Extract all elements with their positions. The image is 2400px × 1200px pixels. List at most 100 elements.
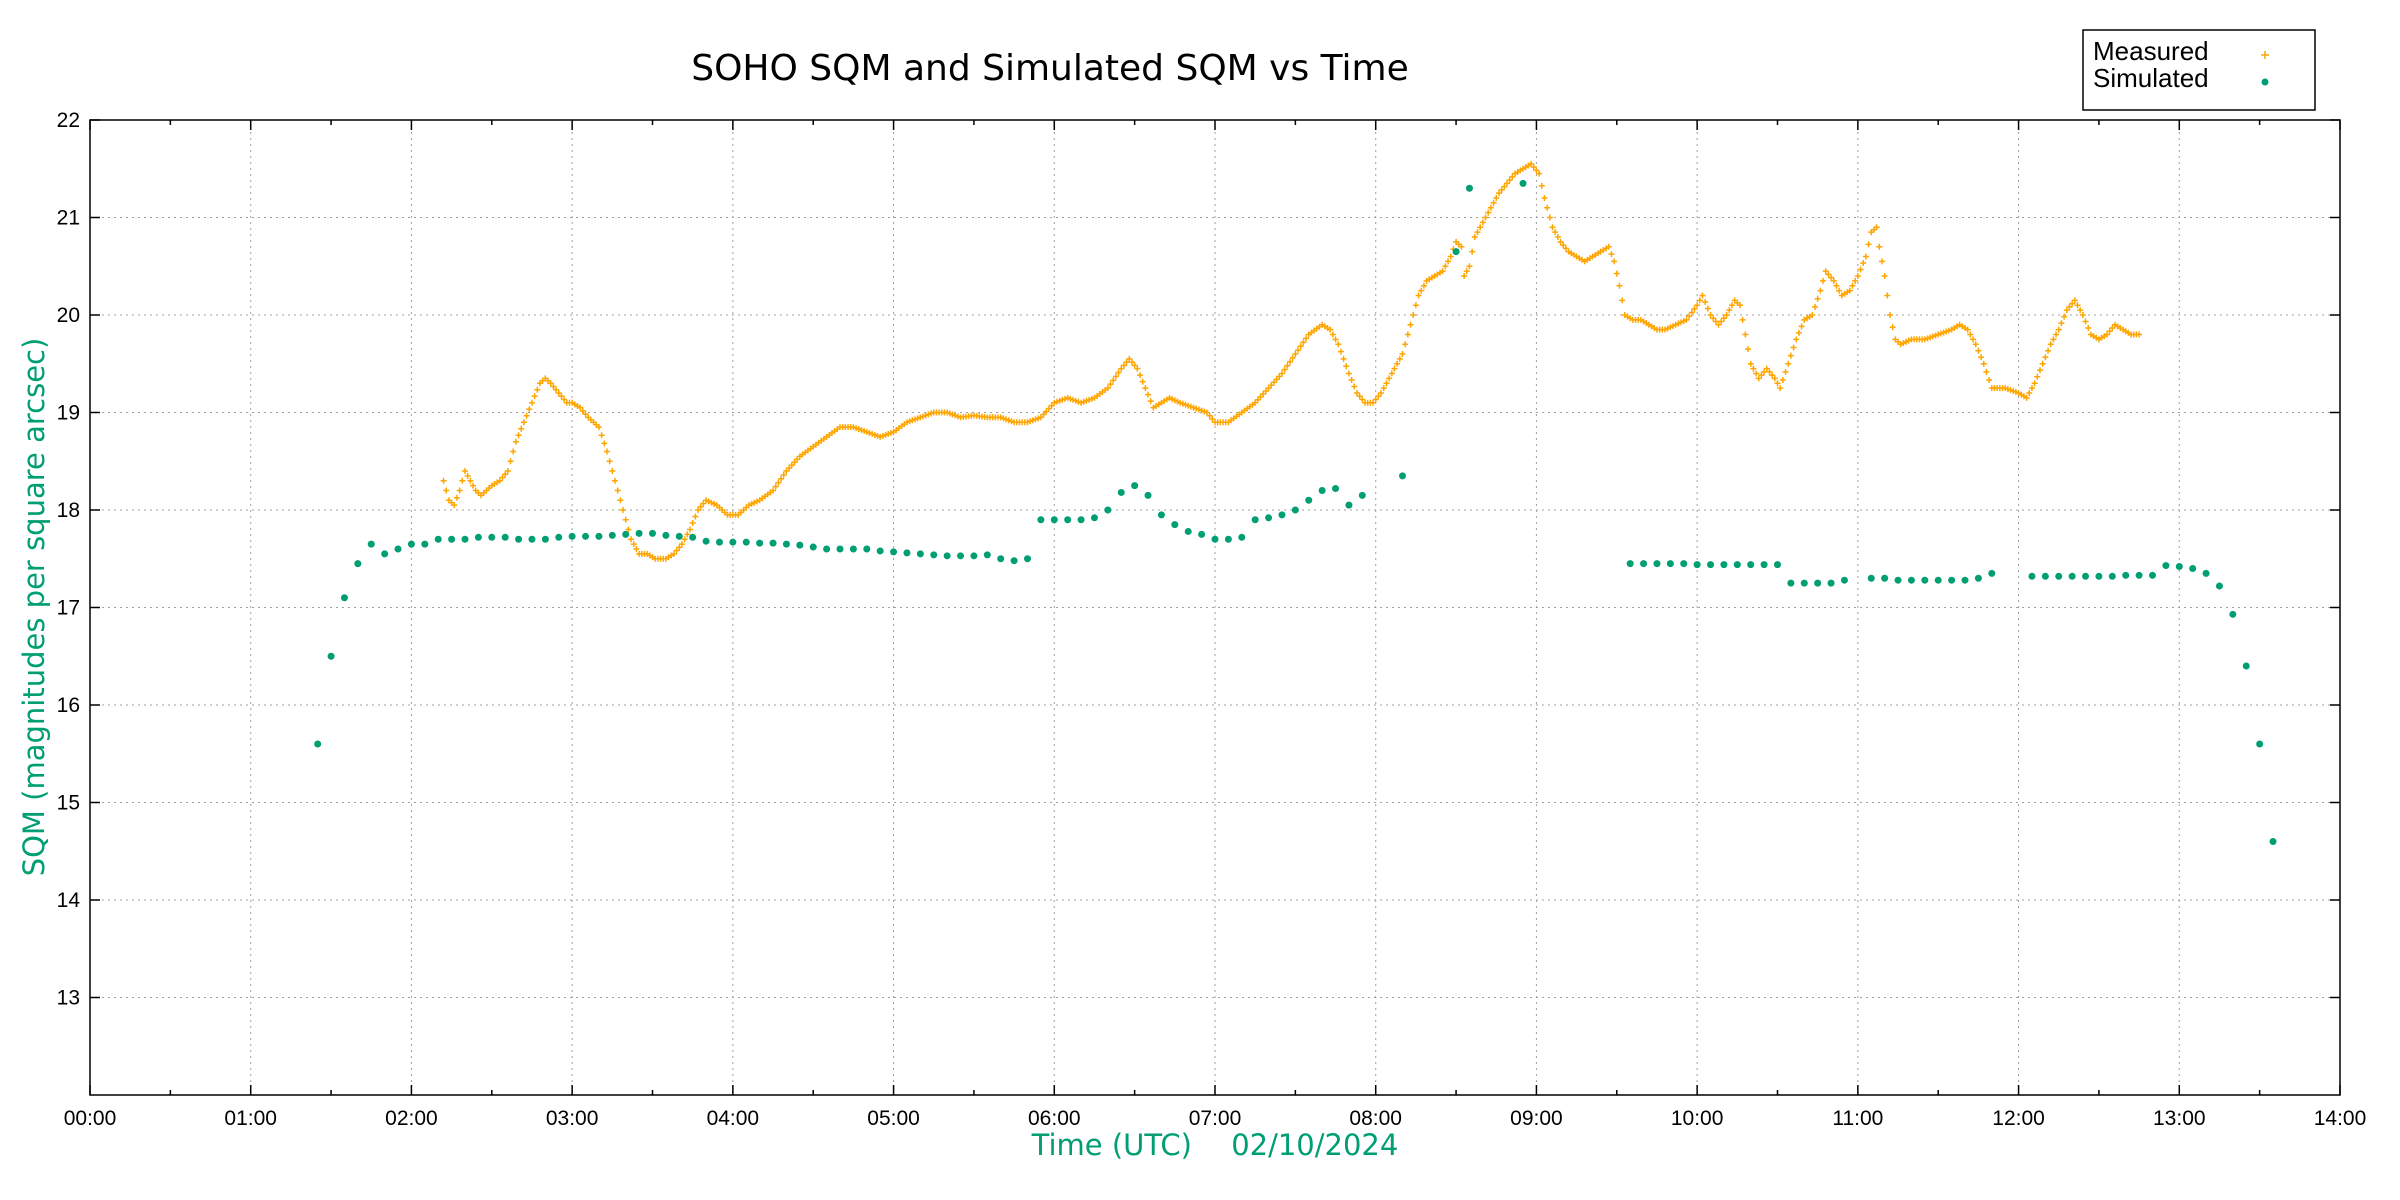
simulated-point (1814, 579, 1822, 587)
simulated-point (568, 532, 576, 540)
measured-point (1533, 167, 1540, 174)
simulated-point (1291, 506, 1299, 514)
measured-point (1439, 268, 1446, 275)
measured-point (1978, 354, 1985, 361)
measured-point (1865, 241, 1872, 248)
measured-point (2077, 307, 2084, 314)
measured-point (1303, 335, 1310, 342)
measured-point (612, 477, 618, 484)
y-tick-label: 20 (57, 304, 80, 327)
measured-point (1412, 302, 1419, 309)
simulated-point (1024, 555, 1031, 563)
simulated-point (2108, 572, 2116, 580)
simulated-point (2189, 565, 2197, 572)
simulated-point (1305, 496, 1313, 504)
measured-point (515, 432, 522, 439)
simulated-point (1131, 482, 1139, 490)
simulated-point (555, 533, 563, 541)
simulated-point (1988, 569, 1996, 577)
simulated-point (715, 538, 723, 546)
x-axis-date: 02/10/2024 (1231, 1128, 1398, 1162)
measured-point (1538, 182, 1545, 189)
measured-point (512, 438, 519, 445)
measured-point (1474, 229, 1481, 236)
measured-point (1343, 363, 1350, 370)
measured-point (1967, 331, 1974, 338)
measured-point (1380, 385, 1387, 392)
measured-point (507, 458, 514, 465)
simulated-point (1840, 576, 1848, 584)
x-tick-label: 04:00 (707, 1107, 760, 1130)
measured-point (1549, 224, 1556, 231)
measured-point (1370, 399, 1377, 406)
measured-point (1112, 373, 1119, 380)
measured-point (1402, 341, 1409, 348)
measured-point (1686, 313, 1693, 320)
measured-point (1345, 370, 1352, 377)
measured-point (1284, 362, 1291, 369)
simulated-point (1318, 487, 1326, 494)
measured-point (1458, 243, 1465, 250)
measured-point (1142, 385, 1149, 392)
measured-point (606, 458, 613, 465)
measured-point (2066, 303, 2073, 310)
measured-point (1884, 292, 1891, 299)
simulated-point (2068, 572, 2076, 580)
simulated-point (1961, 576, 1969, 584)
measured-point (1471, 234, 1478, 240)
measured-point (687, 526, 693, 533)
measured-point (1337, 348, 1344, 355)
measured-point (2079, 312, 2086, 318)
measured-point (459, 477, 466, 484)
simulated-point (595, 532, 603, 540)
measured-point (1986, 377, 1993, 383)
measured-point (1287, 358, 1293, 365)
simulated-point (1077, 516, 1085, 524)
measured-point (1774, 380, 1781, 387)
measured-point (772, 483, 779, 490)
measured-point (614, 487, 621, 494)
simulated-point (394, 545, 402, 553)
measured-point (1391, 365, 1398, 372)
measured-point (1378, 390, 1385, 396)
simulated-point (582, 532, 590, 540)
measured-point (1546, 214, 1553, 221)
measured-point (1536, 170, 1543, 177)
measured-point (1613, 270, 1620, 277)
simulated-point (1680, 560, 1688, 568)
measured-point (1833, 282, 1840, 289)
measured-point (2023, 394, 2030, 401)
measured-point (1420, 282, 1427, 289)
simulated-point (1465, 184, 1473, 192)
measured-point (440, 477, 447, 484)
measured-point (526, 406, 533, 413)
measured-point (770, 487, 777, 494)
simulated-point (1519, 179, 1527, 187)
y-axis: 13 14 15 16 17 18 19 20 21 22 (57, 109, 2340, 1010)
x-tick-label: 00:00 (64, 1107, 117, 1130)
measured-point (2031, 380, 2038, 387)
simulated-point (354, 560, 362, 568)
simulated-point (1399, 472, 1406, 480)
y-tick-label: 22 (57, 109, 80, 132)
simulated-point (1666, 560, 1674, 568)
simulated-point (796, 541, 804, 549)
simulated-point (314, 740, 322, 748)
simulated-point (876, 547, 884, 555)
measured-point (555, 390, 562, 396)
legend: Measured Simulated (2082, 29, 2316, 111)
simulated-point (1733, 561, 1741, 569)
measured-point (1126, 355, 1133, 362)
measured-point (1289, 354, 1296, 361)
simulated-point (608, 531, 616, 539)
measured-point (2050, 336, 2057, 343)
simulated-point (890, 548, 898, 556)
simulated-point (1117, 488, 1125, 496)
y-tick-label: 17 (57, 597, 80, 620)
y-axis-label: SQM (magnitudes per square arcsec) (17, 338, 51, 877)
x-tick-label: 09:00 (1510, 1107, 1563, 1130)
measured-point (1544, 204, 1551, 211)
measured-point (603, 448, 610, 455)
measured-point (1983, 368, 1990, 375)
measured-point (1128, 359, 1135, 366)
